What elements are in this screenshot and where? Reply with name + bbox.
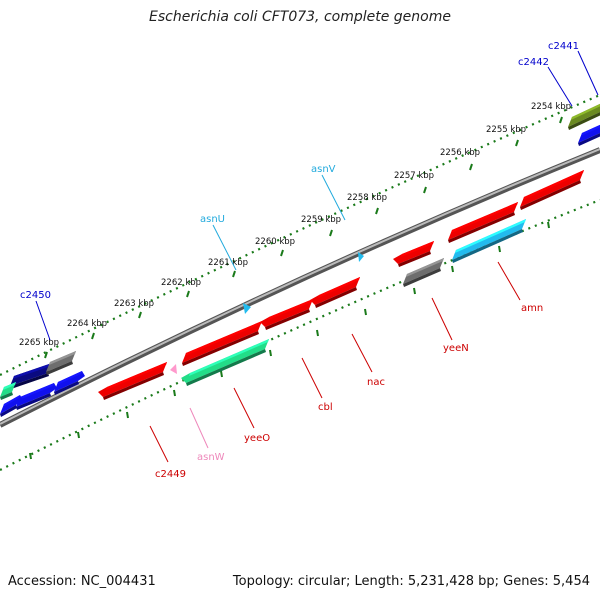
ruler-label: 2256 kbp [440, 148, 480, 158]
gene-block-blue-edge-face [0, 395, 23, 414]
gene-block-green-edge-shadow [0, 392, 13, 400]
gene-block-gray-small-highlight [406, 258, 444, 277]
gene-block-cyan-feature-shadow [452, 229, 523, 263]
gene-block-c2442 [578, 124, 600, 146]
ruler-label: 2259 kbp [301, 215, 341, 225]
gene-label-c2442: c2442 [518, 57, 549, 68]
gene-block-red-small-shadow [398, 251, 431, 267]
gene-block-blue-left [16, 383, 57, 410]
inner-track-ticks [29, 221, 550, 460]
ruler-label: 2254 kbp [531, 102, 571, 112]
gene-block-blue-edge-highlight [3, 395, 20, 407]
gene-block-amn-shadow [520, 180, 581, 210]
ruler-label: 2265 kbp [19, 338, 59, 348]
gene-block-gray-small-shadow [403, 268, 441, 287]
gene-block-blue-left-2 [54, 371, 85, 395]
gene-block-yeeN-upper-shadow [448, 212, 515, 243]
gene-block-yeeO-shadow [186, 349, 266, 386]
gene-block-blue-edge [0, 395, 23, 417]
trna-marker-asnU [243, 303, 251, 314]
gene-block-cbl [260, 299, 313, 330]
gene-features [0, 103, 600, 417]
gene-block-amn [520, 170, 584, 210]
gene-block-cbl-highlight [268, 299, 313, 320]
gene-block-yeeO-highlight [189, 339, 269, 376]
gene-block-gray-left [46, 351, 76, 375]
accession-text: Accession: NC_004431 [8, 574, 156, 589]
gene-block-amn-highlight [523, 170, 584, 200]
gene-block-blue-edge-shadow [0, 405, 17, 417]
gene-block-cyan-feature [452, 219, 526, 263]
gene-label-yeeN: yeeN [443, 343, 469, 354]
gene-label-c2450: c2450 [20, 290, 51, 301]
trna-marker-asnW [170, 364, 177, 374]
gene-block-blue-left-2-highlight [57, 371, 82, 385]
gene-block-green-edge-highlight [3, 382, 16, 390]
gene-block-c2441-shadow [568, 112, 600, 130]
genome-backbone-highlight [0, 148, 600, 425]
gene-block-yeeO-upper-highlight [185, 321, 262, 356]
gene-block-gray-left-shadow [46, 361, 73, 375]
gene-block-c2441 [568, 103, 600, 130]
gene-block-c2442-shadow [578, 133, 600, 146]
gene-label-yeeO: yeeO [244, 433, 270, 444]
gene-block-blue-left-face [16, 383, 57, 407]
gene-block-blue-left-highlight [19, 383, 54, 400]
gene-label-amn: amn [521, 303, 543, 314]
gene-labels: c2441 c2442 asnV asnU c2450 amn yeeN nac… [20, 41, 579, 480]
gene-block-cyan-feature-highlight [455, 219, 526, 253]
gene-block-yeeO-upper-shadow [182, 331, 259, 366]
gene-block-blue-left-2-face [54, 371, 85, 392]
gene-block-green-edge [0, 382, 16, 400]
figure-title: Escherichia coli CFT073, complete genome [149, 9, 451, 25]
gene-block-navy-highlight [13, 363, 52, 379]
genome-summary-text: Topology: circular; Length: 5,231,428 bp… [232, 574, 590, 589]
gene-block-red-small [393, 241, 434, 267]
genome-backbone [0, 147, 600, 428]
gene-label-nac: nac [367, 377, 385, 388]
ruler-label: 2257 kbp [394, 171, 434, 181]
gene-block-cbl-shadow [265, 309, 310, 330]
gene-block-c2442-highlight [581, 124, 600, 136]
gene-block-navy-shadow [10, 373, 49, 389]
gene-block-c2449 [98, 362, 167, 400]
label-leader-lines [35, 50, 599, 463]
gene-block-c2449-shadow [103, 372, 164, 400]
gene-block-c2449-highlight [106, 362, 167, 390]
gene-block-yeeO [181, 339, 269, 386]
inner-dotted-track [0, 198, 600, 471]
gene-block-yeeN-upper [448, 202, 518, 243]
gene-block-c2441-highlight [571, 103, 600, 120]
gene-label-asnU: asnU [200, 214, 225, 225]
gene-label-c2449: c2449 [155, 469, 186, 480]
ruler-label: 2262 kbp [161, 278, 201, 288]
ruler-label: 2260 kbp [255, 237, 295, 247]
trna-marker-asnV [358, 252, 364, 262]
outer-ruler-ticks [44, 116, 563, 359]
gene-block-gray-left-highlight [49, 351, 76, 365]
gene-block-navy [10, 363, 52, 389]
gene-block-yeeO-upper [182, 321, 262, 366]
gene-label-asnW: asnW [197, 452, 225, 463]
gene-block-nac [310, 277, 360, 308]
gene-block-blue-left-2-shadow [54, 381, 79, 395]
ruler-label: 2258 kbp [347, 193, 387, 203]
gene-label-asnV: asnV [311, 164, 336, 175]
gene-block-yeeN-upper-highlight [451, 202, 518, 233]
gene-block-nac-shadow [315, 287, 357, 308]
gene-label-cbl: cbl [318, 402, 333, 413]
ruler-label: 2261 kbp [208, 258, 248, 268]
ruler-label: 2263 kbp [114, 299, 154, 309]
gene-label-c2441: c2441 [548, 41, 579, 52]
ruler-labels: 2254 kbp 2255 kbp 2256 kbp 2257 kbp 2258… [19, 102, 571, 348]
ruler-label: 2255 kbp [486, 125, 526, 135]
gene-block-blue-left-shadow [16, 393, 51, 410]
gene-block-gray-small [403, 258, 444, 287]
gene-block-red-small-highlight [401, 241, 434, 257]
ruler-label: 2264 kbp [67, 319, 107, 329]
gene-block-nac-highlight [318, 277, 360, 298]
